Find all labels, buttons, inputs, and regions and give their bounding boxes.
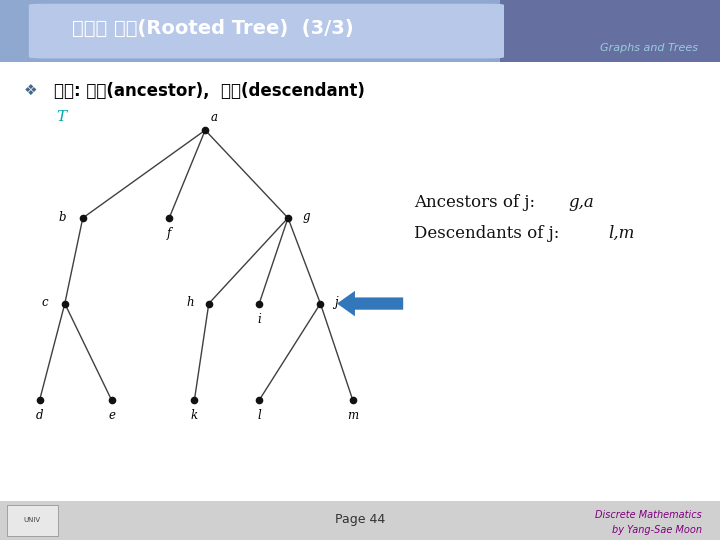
Text: ❖: ❖ [24, 83, 37, 98]
Text: f: f [167, 227, 171, 240]
Text: a: a [210, 111, 217, 124]
Text: Ancestors of j:: Ancestors of j: [414, 194, 541, 211]
Text: Discrete Mathematics: Discrete Mathematics [595, 510, 702, 519]
Text: l: l [257, 409, 261, 422]
Text: i: i [257, 313, 261, 326]
Text: T: T [56, 110, 66, 124]
Text: g: g [302, 210, 310, 223]
Bar [0, 0, 500, 62]
Text: 루티드 트리(Rooted Tree)  (3/3): 루티드 트리(Rooted Tree) (3/3) [72, 18, 354, 37]
Text: k: k [191, 409, 198, 422]
Text: Graphs and Trees: Graphs and Trees [600, 43, 698, 53]
Text: h: h [186, 296, 194, 309]
Text: e: e [108, 409, 115, 422]
Bar [7, 505, 58, 536]
Text: d: d [36, 409, 43, 422]
Text: b: b [59, 211, 66, 224]
Text: j: j [334, 296, 338, 309]
Bar [500, 0, 720, 62]
FancyBboxPatch shape [29, 4, 504, 58]
Text: g,a: g,a [569, 194, 595, 211]
Text: m: m [347, 409, 359, 422]
Text: by Yang-Sae Moon: by Yang-Sae Moon [612, 525, 702, 535]
Text: Page 44: Page 44 [335, 514, 385, 526]
Text: UNIV: UNIV [24, 517, 41, 523]
Text: Descendants of j:: Descendants of j: [414, 225, 564, 242]
Text: l,m: l,m [608, 225, 635, 242]
Text: 용어: 조상(ancestor),  자손(descendant): 용어: 조상(ancestor), 자손(descendant) [54, 82, 365, 100]
Text: c: c [41, 296, 48, 309]
FancyArrow shape [337, 291, 403, 316]
